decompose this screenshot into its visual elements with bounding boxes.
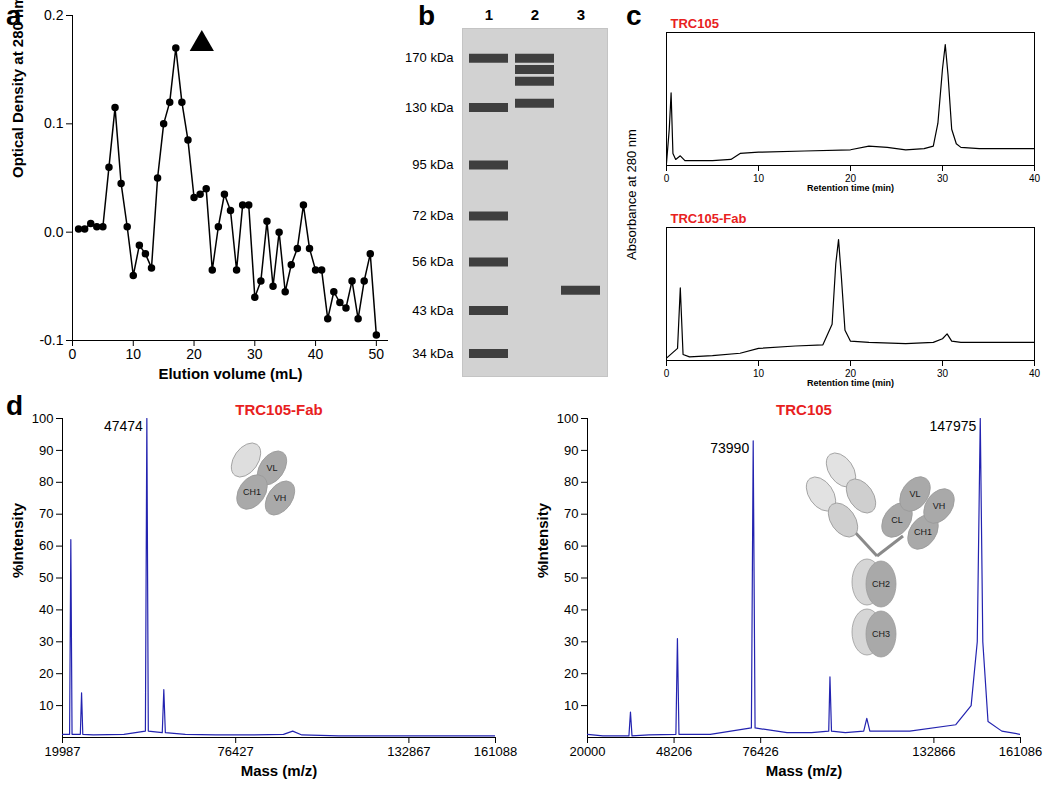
svg-text:Retention time (min): Retention time (min): [807, 378, 894, 388]
svg-text:0: 0: [664, 173, 670, 184]
svg-text:80: 80: [564, 474, 578, 489]
svg-text:10: 10: [125, 346, 141, 362]
svg-text:130 kDa: 130 kDa: [405, 100, 454, 115]
svg-text:VH: VH: [933, 501, 946, 511]
svg-text:30: 30: [937, 368, 949, 379]
svg-text:VL: VL: [266, 463, 277, 473]
svg-text:60: 60: [39, 538, 53, 553]
svg-text:95 kDa: 95 kDa: [412, 157, 454, 172]
svg-text:48206: 48206: [656, 744, 692, 759]
svg-text:50: 50: [564, 570, 578, 585]
svg-text:60: 60: [564, 538, 578, 553]
svg-text:-0.1: -0.1: [39, 332, 63, 348]
svg-text:3: 3: [577, 6, 585, 23]
svg-text:TRC105: TRC105: [671, 16, 719, 31]
svg-text:70: 70: [564, 506, 578, 521]
svg-text:43 kDa: 43 kDa: [412, 303, 454, 318]
svg-text:20: 20: [564, 666, 578, 681]
svg-text:VL: VL: [909, 489, 920, 499]
svg-text:CH3: CH3: [872, 629, 890, 639]
html-text:b: b: [418, 0, 436, 31]
svg-text:161086: 161086: [999, 744, 1042, 759]
svg-text:76427: 76427: [218, 744, 254, 759]
svg-text:90: 90: [564, 443, 578, 458]
svg-text:%Intensity: %Intensity: [9, 502, 26, 578]
svg-text:0.2: 0.2: [44, 7, 64, 23]
svg-text:34 kDa: 34 kDa: [412, 346, 454, 361]
svg-text:50: 50: [369, 346, 385, 362]
svg-text:Elution volume (mL): Elution volume (mL): [158, 365, 302, 382]
svg-text:CH2: CH2: [872, 579, 890, 589]
svg-text:76426: 76426: [743, 744, 779, 759]
html-text:d: d: [6, 390, 24, 421]
svg-text:30: 30: [937, 173, 949, 184]
svg-text:30: 30: [247, 346, 263, 362]
svg-text:0.1: 0.1: [44, 115, 64, 131]
svg-text:TRC105-Fab: TRC105-Fab: [235, 401, 323, 418]
svg-text:VH: VH: [274, 493, 287, 503]
svg-text:147975: 147975: [930, 418, 977, 434]
svg-text:72 kDa: 72 kDa: [412, 208, 454, 223]
svg-text:132867: 132867: [387, 744, 430, 759]
svg-text:0.0: 0.0: [44, 224, 64, 240]
svg-text:47474: 47474: [104, 418, 143, 434]
svg-text:1: 1: [485, 6, 493, 23]
svg-text:56 kDa: 56 kDa: [412, 254, 454, 269]
svg-text:40: 40: [564, 602, 578, 617]
svg-text:20: 20: [844, 367, 857, 379]
svg-text:40: 40: [1029, 173, 1041, 184]
html-text:Absorbance at 280 nm: Absorbance at 280 nm: [624, 129, 639, 261]
svg-text:20000: 20000: [569, 744, 605, 759]
svg-text:%Intensity: %Intensity: [534, 502, 551, 578]
svg-text:132866: 132866: [912, 744, 955, 759]
svg-text:10: 10: [564, 698, 578, 713]
svg-text:10: 10: [753, 173, 765, 184]
svg-text:Mass (m/z): Mass (m/z): [766, 762, 843, 779]
svg-text:90: 90: [39, 443, 53, 458]
svg-text:TRC105-Fab: TRC105-Fab: [671, 211, 747, 226]
svg-text:Retention time (min): Retention time (min): [807, 183, 894, 193]
svg-text:40: 40: [39, 602, 53, 617]
svg-text:Mass (m/z): Mass (m/z): [241, 762, 318, 779]
svg-text:73990: 73990: [710, 440, 749, 456]
svg-text:CL: CL: [891, 515, 903, 525]
svg-text:CH1: CH1: [243, 487, 261, 497]
svg-text:10: 10: [753, 368, 765, 379]
svg-text:20: 20: [844, 172, 857, 184]
svg-text:10: 10: [39, 698, 53, 713]
svg-text:0: 0: [69, 346, 77, 362]
svg-text:170 kDa: 170 kDa: [405, 50, 454, 65]
svg-text:20: 20: [39, 666, 53, 681]
svg-text:0: 0: [664, 368, 670, 379]
svg-text:50: 50: [39, 570, 53, 585]
svg-text:20: 20: [186, 346, 202, 362]
svg-text:19987: 19987: [44, 744, 80, 759]
svg-text:70: 70: [39, 506, 53, 521]
svg-text:2: 2: [531, 6, 539, 23]
svg-text:100: 100: [557, 411, 579, 426]
svg-text:40: 40: [308, 346, 324, 362]
html-text:c: c: [626, 0, 642, 31]
svg-text:40: 40: [1029, 368, 1041, 379]
html-text:a: a: [6, 0, 22, 31]
svg-text:TRC105: TRC105: [776, 401, 832, 418]
svg-text:80: 80: [39, 474, 53, 489]
svg-text:30: 30: [39, 634, 53, 649]
svg-text:CH1: CH1: [914, 527, 932, 537]
svg-text:161088: 161088: [474, 744, 517, 759]
svg-text:30: 30: [564, 634, 578, 649]
svg-text:100: 100: [32, 411, 54, 426]
